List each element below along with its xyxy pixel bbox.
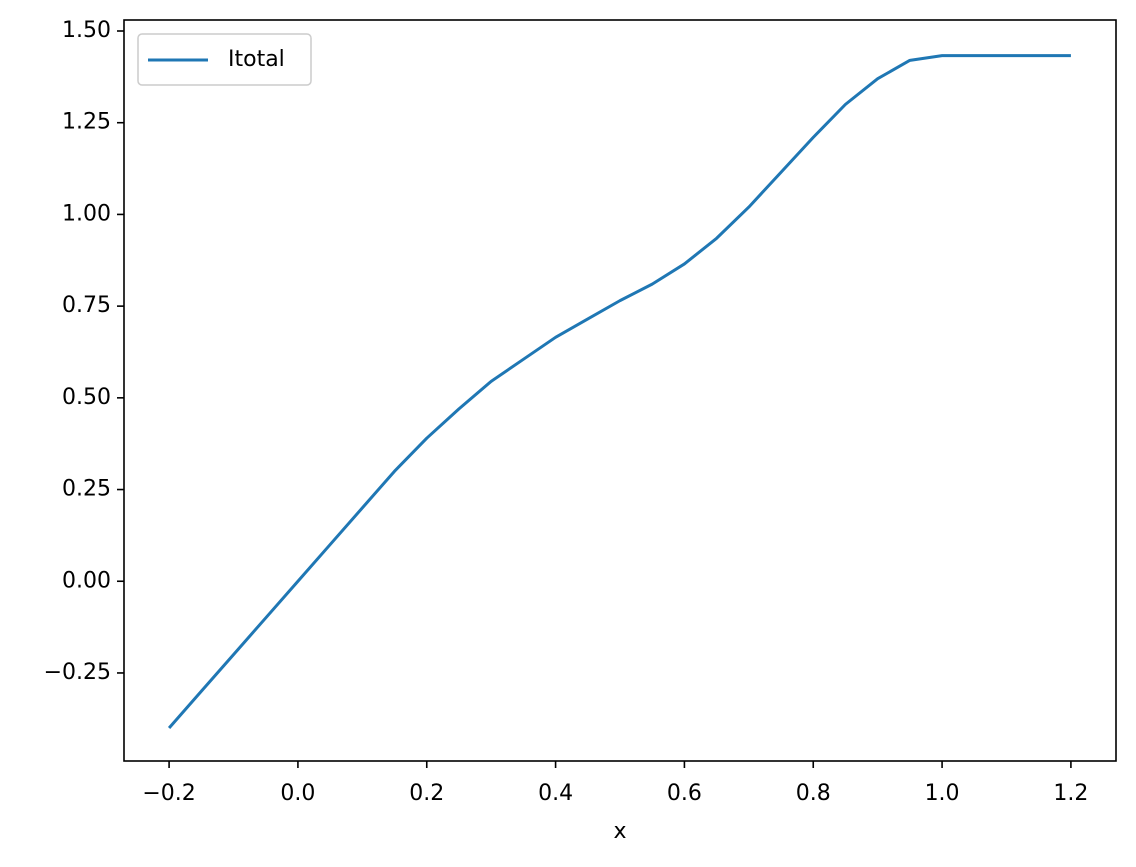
y-tick-label: −0.25	[44, 660, 111, 685]
x-tick-label: 0.2	[409, 781, 444, 806]
y-tick-label: 1.00	[62, 201, 111, 226]
y-tick-label: 0.75	[62, 293, 111, 318]
x-tick-label: 0.0	[280, 781, 315, 806]
y-tick-label: 1.50	[62, 18, 111, 43]
x-tick-label: 1.2	[1053, 781, 1088, 806]
series-line	[167, 54, 1071, 729]
x-tick-label: 1.0	[925, 781, 960, 806]
y-tick-label: 0.50	[62, 385, 111, 410]
x-tick-label: 0.4	[538, 781, 573, 806]
x-tick-label: −0.2	[142, 781, 195, 806]
y-tick-label: 0.00	[62, 568, 111, 593]
legend-label: Itotal	[228, 47, 285, 72]
y-tick-label: 1.25	[62, 110, 111, 135]
x-axis-label: x	[613, 819, 626, 844]
x-tick-label: 0.6	[667, 781, 702, 806]
plot-frame	[123, 19, 1117, 762]
x-tick-label: 0.8	[796, 781, 831, 806]
legend-box	[137, 33, 312, 86]
y-tick-label: 0.25	[62, 477, 111, 502]
